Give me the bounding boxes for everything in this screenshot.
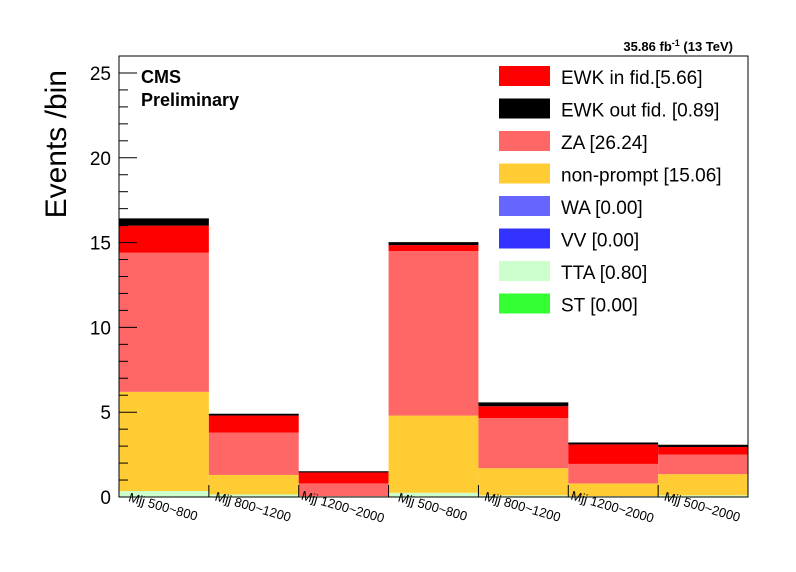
bar-segment-1-2 (119, 491, 209, 497)
bar-segment-2-6 (208, 432, 299, 475)
bar-segment-7-2 (658, 495, 748, 497)
bar-segment-7-7 (658, 446, 748, 455)
y-tick-label-5: 5 (100, 403, 111, 424)
legend-label-2: EWK out fid. [0.89] (561, 101, 719, 122)
y-axis: 0 5 10 15 20 25 (90, 55, 137, 509)
bar-segment-2-5 (208, 474, 299, 495)
bar-segment-5-7 (478, 406, 569, 419)
bar-segment-3-6 (298, 483, 389, 497)
bar-segment-4-7 (388, 245, 479, 252)
bar-segment-5-8 (478, 402, 569, 407)
bar-segment-5-2 (478, 495, 569, 497)
bar-segment-6-6 (568, 463, 659, 484)
bar-segment-6-8 (568, 443, 659, 445)
bar-segment-4-5 (388, 415, 479, 493)
cms-label: CMS (141, 67, 181, 87)
legend-swatch-8 (499, 293, 550, 314)
lumi-exponent: -1 (672, 38, 680, 48)
legend-swatch-2 (499, 98, 550, 119)
legend-label-5: WA [0.00] (561, 198, 643, 219)
bar-segment-3-7 (298, 472, 389, 484)
legend-swatch-6 (499, 228, 550, 249)
y-tick-label-10: 10 (90, 318, 111, 339)
legend-label-1: EWK in fid.[5.66] (561, 68, 703, 89)
preliminary-label: Preliminary (141, 90, 239, 110)
y-tick-label-0: 0 (100, 488, 111, 509)
legend-label-7: TTA [0.80] (561, 263, 647, 284)
bar-segment-6-7 (568, 444, 659, 464)
legend-label-4: non-prompt [15.06] (561, 166, 722, 187)
lumi-label: 35.86 fb-1 (13 TeV) (623, 38, 733, 54)
bar-segment-1-8 (119, 218, 209, 226)
legend-swatch-4 (499, 163, 550, 184)
legend-label-3: ZA [26.24] (561, 133, 648, 154)
bar-segment-7-6 (658, 454, 748, 475)
bar-segment-6-5 (568, 483, 659, 497)
bar-segment-2-8 (208, 414, 299, 416)
bar-segment-1-5 (119, 391, 209, 492)
bars-group (119, 218, 748, 497)
y-axis-label: Events /bin (40, 70, 73, 218)
lumi-energy: (13 TeV) (680, 39, 733, 54)
lumi-value: 35.86 fb (623, 39, 671, 54)
legend-swatch-7 (499, 261, 550, 281)
bar-segment-1-6 (119, 252, 209, 392)
legend: EWK in fid.[5.66] EWK out fid. [0.89] ZA [… (499, 66, 722, 317)
bar-segment-7-5 (658, 474, 748, 496)
y-tick-label-15: 15 (90, 234, 111, 255)
legend-swatch-3 (499, 131, 550, 151)
bar-segment-1-7 (119, 225, 209, 253)
bar-segment-2-2 (208, 494, 299, 497)
legend-swatch-1 (499, 66, 550, 86)
legend-label-8: ST [0.00] (561, 296, 638, 317)
bar-segment-5-6 (478, 418, 569, 469)
legend-label-6: VV [0.00] (561, 231, 639, 252)
bar-segment-5-5 (478, 468, 569, 496)
legend-swatch-5 (499, 196, 550, 216)
y-tick-label-20: 20 (90, 149, 111, 170)
y-tick-label-25: 25 (90, 64, 111, 85)
bar-segment-7-8 (658, 445, 748, 447)
bar-segment-4-6 (388, 251, 479, 416)
bar-segment-4-2 (388, 492, 479, 497)
bar-segment-2-7 (208, 415, 299, 433)
bar-segment-4-8 (388, 242, 479, 246)
